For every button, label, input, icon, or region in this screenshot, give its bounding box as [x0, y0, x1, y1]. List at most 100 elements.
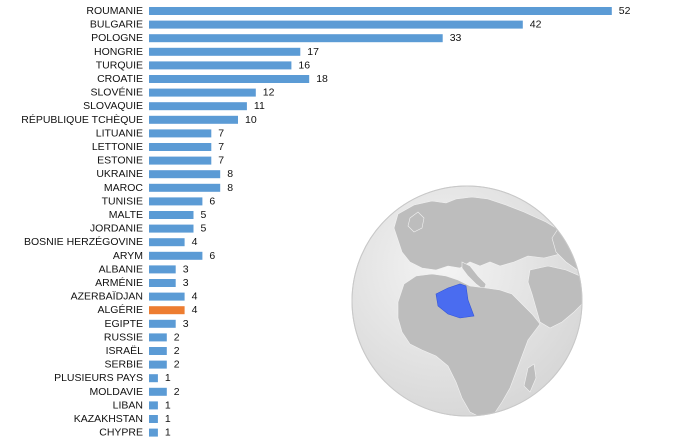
category-label-albanie: ALBANIE	[99, 263, 143, 275]
bars-layer	[149, 7, 612, 437]
value-label-ukraine: 8	[227, 168, 233, 180]
bar-hongrie	[149, 47, 301, 56]
category-label-croatie: CROATIE	[97, 73, 143, 85]
category-label-kazakhstan: KAZAKHSTAN	[74, 413, 143, 425]
category-label-estonie: ESTONIE	[97, 155, 143, 167]
bar-maroc	[149, 183, 221, 192]
category-label-roumanie: ROUMANIE	[86, 5, 143, 17]
value-label-roumanie: 52	[619, 5, 631, 17]
value-label-albanie: 3	[183, 263, 189, 275]
bar-russie	[149, 333, 167, 342]
value-label-tunisie: 6	[209, 195, 215, 207]
bar-jordanie	[149, 224, 194, 233]
category-label-moldavie: MOLDAVIE	[90, 386, 143, 398]
bar-estonie	[149, 156, 212, 165]
bar-turquie	[149, 61, 292, 70]
value-label-arym: 6	[209, 250, 215, 262]
bar-moldavie	[149, 387, 167, 396]
globe-map	[351, 185, 583, 417]
bar-bulgarie	[149, 20, 523, 29]
bar-algerie	[149, 306, 185, 315]
bar-israel	[149, 347, 167, 355]
value-label-chypre: 1	[165, 427, 171, 438]
madagascar-landmass	[523, 363, 537, 393]
bar-ukraine	[149, 170, 221, 179]
value-label-kazakhstan: 1	[165, 413, 171, 425]
bar-lituanie	[149, 129, 212, 138]
value-label-hongrie: 17	[307, 46, 319, 58]
category-label-turquie: TURQUIE	[96, 59, 143, 71]
value-label-liban: 1	[165, 399, 171, 411]
category-label-liban: LIBAN	[113, 399, 143, 411]
algeria-highlight	[435, 283, 475, 319]
category-label-pologne: POLOGNE	[91, 32, 143, 44]
bar-serbie	[149, 360, 167, 369]
bar-armenie	[149, 279, 176, 287]
category-label-serbie: SERBIE	[104, 359, 143, 371]
africa-landmass	[397, 273, 541, 416]
category-label-russie: RUSSIE	[104, 331, 143, 343]
value-label-estonie: 7	[218, 155, 224, 167]
value-label-serbie: 2	[174, 359, 180, 371]
value-label-azerbaidjan: 4	[192, 291, 198, 303]
category-label-tunisie: TUNISIE	[102, 195, 143, 207]
category-label-maroc: MAROC	[104, 182, 144, 194]
value-label-armenie: 3	[183, 277, 189, 289]
value-label-russie: 2	[174, 331, 180, 343]
category-label-hongrie: HONGRIE	[94, 46, 143, 58]
value-label-moldavie: 2	[174, 386, 180, 398]
category-label-azerbaidjan: AZERBAÏDJAN	[71, 291, 143, 303]
category-label-lettonie: LETTONIE	[92, 141, 143, 153]
value-label-malte: 5	[201, 209, 207, 221]
value-label-maroc: 8	[227, 182, 233, 194]
bar-egipte	[149, 319, 176, 328]
bar-lettonie	[149, 143, 212, 151]
bar-slovaquie	[149, 102, 247, 111]
category-label-egipte: EGIPTE	[104, 318, 143, 330]
bar-republique-tcheque	[149, 115, 238, 124]
uk-landmass	[407, 211, 425, 233]
bar-tunisie	[149, 197, 203, 206]
value-label-republique-tcheque: 10	[245, 114, 257, 126]
category-label-israel: ISRAËL	[106, 345, 144, 357]
category-label-slovaquie: SLOVAQUIE	[83, 100, 143, 112]
value-labels: 5242331716181211107778865546334432221211…	[165, 5, 631, 438]
value-label-bulgarie: 42	[530, 19, 542, 31]
value-label-jordanie: 5	[201, 223, 207, 235]
bar-pologne	[149, 34, 443, 43]
value-label-croatie: 18	[316, 73, 328, 85]
value-label-lettonie: 7	[218, 141, 224, 153]
bar-roumanie	[149, 7, 612, 15]
value-label-bosnie-herzegovine: 4	[192, 236, 198, 248]
value-label-pologne: 33	[450, 32, 462, 44]
bar-chypre	[149, 428, 158, 437]
category-label-armenie: ARMÉNIE	[95, 276, 143, 289]
value-label-slovaquie: 11	[254, 100, 265, 112]
bar-malte	[149, 211, 194, 219]
category-label-algerie: ALGÉRIE	[97, 303, 143, 316]
bar-plusieurs-pays	[149, 374, 158, 383]
value-label-turquie: 16	[298, 59, 310, 71]
value-label-algerie: 4	[192, 304, 198, 316]
value-label-lituanie: 7	[218, 127, 224, 139]
middle-east-landmass	[527, 265, 582, 329]
category-label-ukraine: UKRAINE	[96, 168, 143, 180]
bar-kazakhstan	[149, 415, 158, 423]
europe-landmass	[393, 196, 582, 271]
value-label-israel: 2	[174, 345, 180, 357]
bar-albanie	[149, 265, 176, 274]
category-label-republique-tcheque: RÉPUBLIQUE TCHÈQUE	[21, 113, 143, 126]
value-label-plusieurs-pays: 1	[165, 372, 171, 384]
bar-arym	[149, 251, 203, 260]
category-label-plusieurs-pays: PLUSIEURS PAYS	[54, 372, 143, 384]
category-label-slovenie: SLOVÉNIE	[90, 86, 143, 99]
category-label-bosnie-herzegovine: BOSNIE HERZÉGOVINE	[24, 235, 143, 248]
bar-azerbaidjan	[149, 292, 185, 301]
category-label-bulgarie: BULGARIE	[90, 19, 143, 31]
category-label-lituanie: LITUANIE	[96, 127, 143, 139]
bar-slovenie	[149, 88, 256, 97]
bar-croatie	[149, 75, 310, 83]
bar-bosnie-herzegovine	[149, 238, 185, 247]
